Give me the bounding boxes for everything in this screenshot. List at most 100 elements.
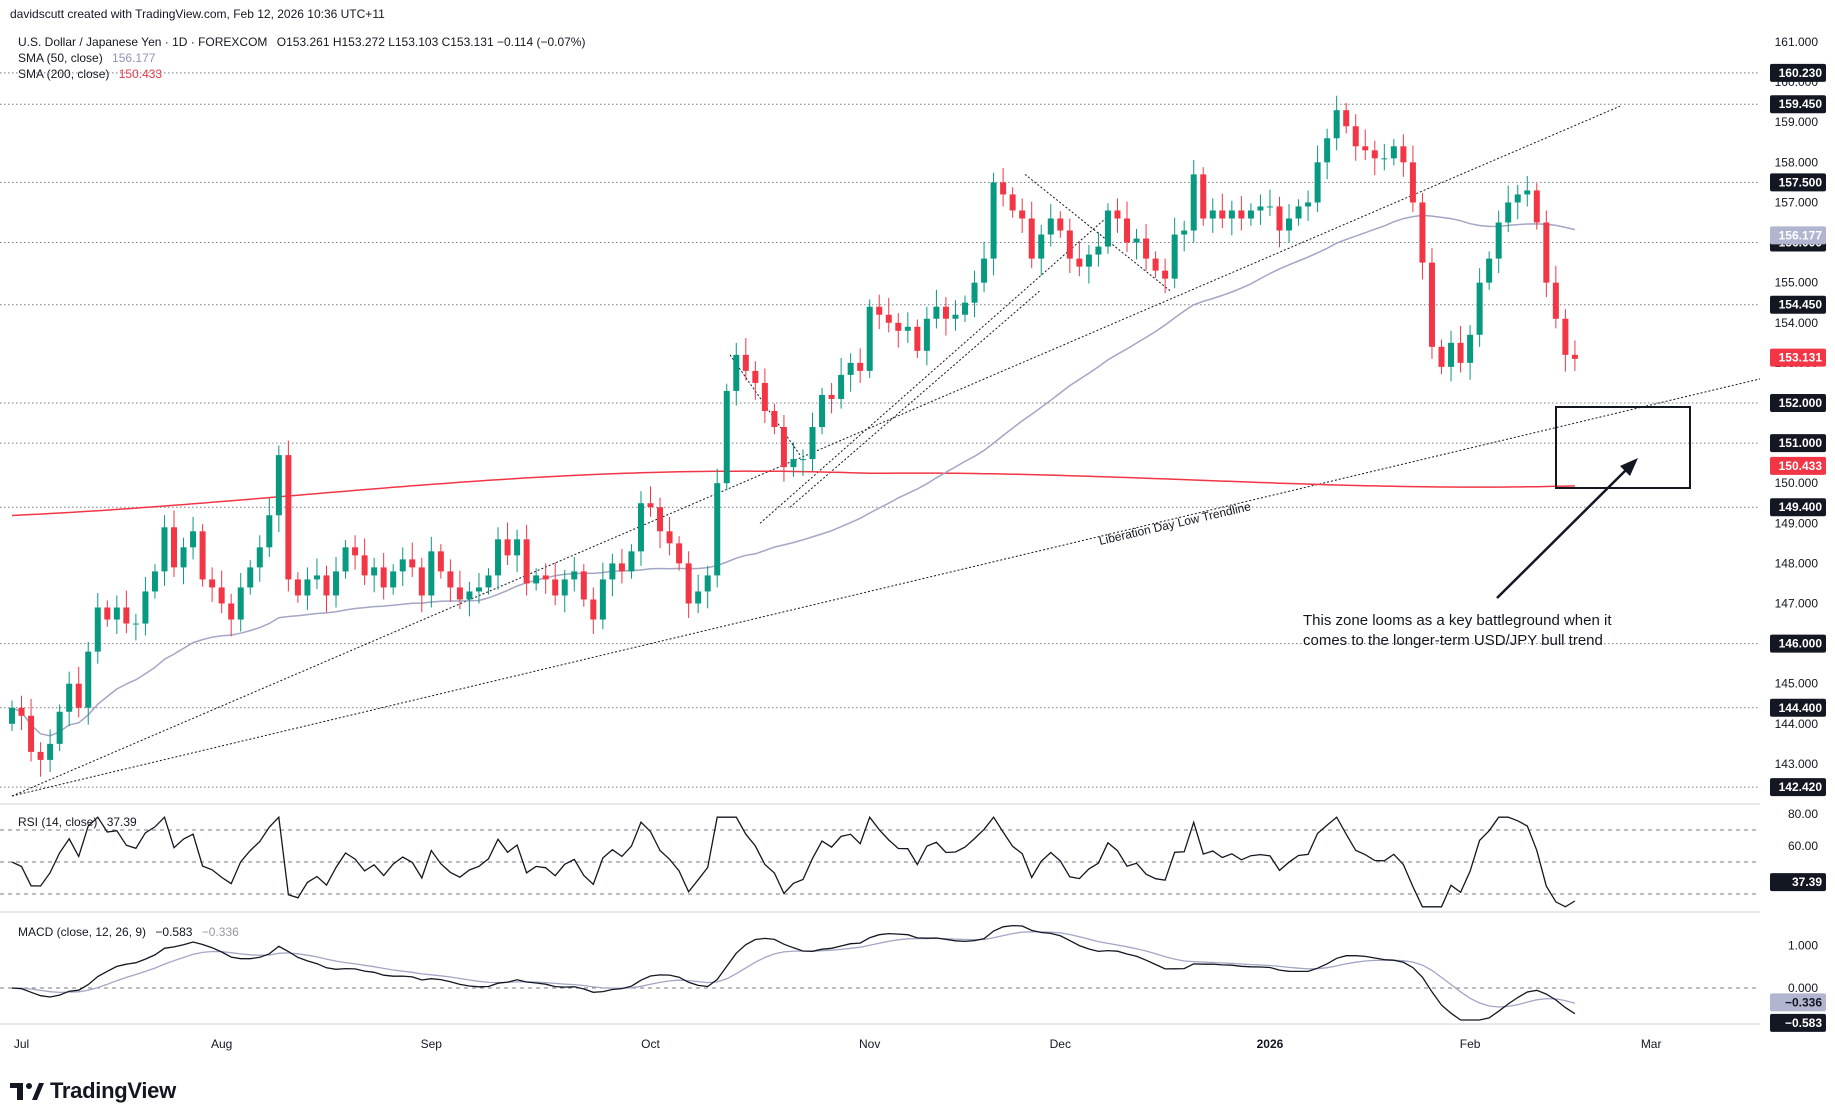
candle-body: [1276, 206, 1283, 231]
candle-body: [733, 354, 740, 391]
candle-body: [1228, 210, 1235, 219]
candle-body: [132, 623, 139, 625]
candle-body: [1362, 146, 1369, 151]
candle-body: [923, 318, 930, 351]
candle-body: [838, 374, 845, 399]
candle-body: [542, 575, 549, 580]
candle-body: [256, 547, 263, 568]
annotation-arrow: [1496, 465, 1631, 599]
sma50-legend: SMA (50, close) 156.177: [18, 51, 156, 65]
rsi-value: 37.39: [107, 815, 137, 829]
level-price-tag-bg: [1770, 498, 1826, 517]
candle-body: [104, 607, 111, 620]
candle-body: [171, 527, 178, 568]
price-tick-label: 145.000: [1775, 677, 1819, 691]
candle-body: [609, 563, 616, 580]
candle-body: [561, 579, 568, 596]
candle-body: [799, 459, 806, 461]
candle-body: [657, 507, 664, 532]
candle-body: [1409, 162, 1416, 203]
tradingview-brand[interactable]: TradingView: [10, 1078, 176, 1104]
time-tick-label: 2026: [1257, 1037, 1284, 1051]
time-tick-label: Nov: [859, 1037, 880, 1051]
candle-body: [228, 603, 235, 620]
candle-body: [342, 547, 349, 572]
macd-tick-label: 1.000: [1788, 938, 1818, 952]
candle-body: [180, 547, 187, 568]
candle-body: [942, 306, 949, 319]
candle-body: [447, 571, 454, 588]
macd-line: [11, 924, 1576, 1021]
rsi-legend: RSI (14, close) 37.39: [18, 815, 137, 829]
candle-body: [1552, 282, 1559, 319]
macd-tick-label: 0.000: [1788, 981, 1818, 995]
horizontal-levels: [0, 72, 1760, 788]
candle-body: [819, 394, 826, 428]
candle-body: [1343, 110, 1350, 127]
rsi-tick-label: 60.00: [1788, 839, 1818, 853]
candle-body: [1143, 238, 1150, 259]
candle-body: [571, 571, 578, 580]
level-price-tag-bg: [1770, 173, 1826, 192]
candle-body: [1543, 222, 1550, 283]
sma200-legend: SMA (200, close) 150.433: [18, 67, 162, 81]
candle-body: [695, 591, 702, 604]
candle-body: [904, 326, 911, 331]
sma200-value: 150.433: [119, 67, 163, 81]
candle-body: [9, 707, 15, 724]
candle-body: [371, 567, 378, 576]
level-price-tag-bg: [1770, 698, 1826, 717]
candle-body: [323, 575, 330, 596]
signal-value: −0.336: [202, 925, 239, 939]
time-tick-label: Oct: [641, 1037, 660, 1051]
tradingview-wordmark: TradingView: [50, 1078, 176, 1103]
candle-body: [580, 571, 587, 600]
candle-body: [495, 539, 502, 576]
candle-body: [1028, 218, 1035, 259]
candle-body: [18, 707, 25, 716]
candle-body: [971, 282, 978, 303]
candle-body: [1200, 174, 1207, 219]
level-price-tag-bg: [1770, 63, 1826, 82]
created-by-text: davidscutt created with TradingView.com,…: [10, 7, 385, 21]
trendline-label: Liberation Day Low Trendline: [1098, 499, 1253, 548]
candle-body: [294, 579, 301, 596]
candle-body: [1000, 182, 1007, 195]
candle-body: [1057, 218, 1064, 231]
macd-title: MACD (close, 12, 26, 9): [18, 925, 146, 939]
candle-body: [790, 459, 797, 468]
candle-body: [28, 715, 35, 752]
candle-body: [1219, 210, 1226, 219]
candle-body: [1305, 202, 1312, 207]
candle-body: [742, 354, 749, 371]
candle-body: [1095, 246, 1102, 255]
candle-body: [1171, 234, 1178, 279]
candle-body: [399, 559, 406, 572]
candle-body: [85, 651, 92, 708]
trendline: [759, 214, 1111, 524]
candle-body: [1162, 270, 1169, 279]
candle-body: [847, 362, 854, 375]
candle-body: [752, 370, 759, 383]
candle-body: [1190, 174, 1197, 231]
candle-body: [590, 599, 597, 620]
candle-body: [1209, 210, 1216, 219]
level-price-tag: 149.400: [1779, 500, 1823, 514]
trendline: [11, 105, 1621, 797]
candle-body: [47, 743, 54, 760]
time-axis[interactable]: Jul Aug Sep Oct Nov Dec 2026 Feb Mar: [14, 1037, 1662, 1051]
rsi-line: [11, 815, 1576, 908]
candle-body: [94, 607, 101, 652]
candle-body: [685, 563, 692, 604]
symbol-name: U.S. Dollar / Japanese Yen · 1D · FOREXC…: [18, 35, 267, 49]
candle-body: [1371, 150, 1378, 159]
level-price-tag: 142.420: [1779, 780, 1823, 794]
level-price-tag-bg: [1770, 778, 1826, 797]
candle-body: [914, 326, 921, 351]
price-tick-label: 147.000: [1775, 596, 1819, 610]
candle-body: [857, 362, 864, 371]
candle-body: [1514, 194, 1521, 203]
battleground-zone-box: [1555, 406, 1691, 489]
